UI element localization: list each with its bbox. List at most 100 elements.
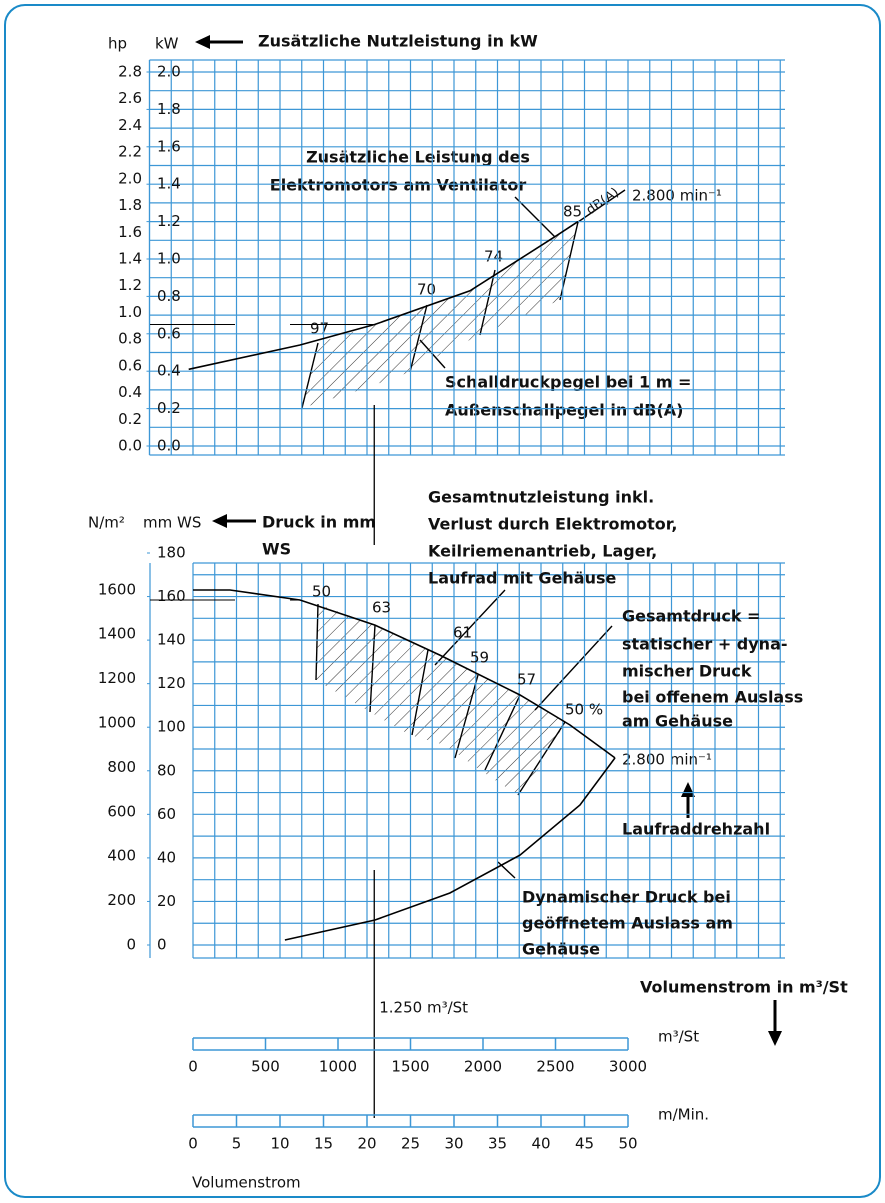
x-title: Volumenstrom in m³/St — [640, 978, 848, 997]
y-tick-label: 0.6 — [157, 324, 181, 342]
sound-level: 70 — [417, 281, 436, 299]
y2-tick-label: 2.8 — [118, 63, 142, 81]
annotation: Elektromotors am Ventilator — [270, 176, 527, 195]
frame — [4, 4, 881, 1198]
bottom-title: Druck in mm — [262, 513, 376, 532]
sound-unit: dB(A) — [584, 185, 622, 218]
y2-tick-label: 0.0 — [118, 437, 142, 455]
y-tick-label: 40 — [157, 848, 176, 866]
y2-tick-label: 0.6 — [118, 356, 142, 374]
hatch-efficiency — [316, 604, 565, 795]
y2-tick-label: 400 — [107, 847, 136, 865]
y-tick-label: 80 — [157, 761, 176, 779]
x-tick-label: 15 — [314, 1135, 333, 1153]
x-tick-label: 2000 — [464, 1058, 502, 1076]
y-tick-label: 1.6 — [157, 137, 181, 155]
y-tick-label: 0 — [157, 936, 167, 954]
y2-tick-label: 600 — [107, 802, 136, 820]
sound-level: 85 — [563, 203, 582, 221]
x-tick-label: 35 — [488, 1135, 507, 1153]
x-tick-label: 25 — [401, 1135, 420, 1153]
scale-unit: m/Min. — [658, 1106, 709, 1124]
y2-tick-label: 1600 — [98, 580, 136, 598]
x-tick-label: 45 — [575, 1135, 594, 1153]
x-tick-label: 3000 — [609, 1058, 647, 1076]
annotation: Zusätzliche Leistung des — [306, 148, 530, 167]
y-tick-label: 100 — [157, 718, 186, 736]
y-tick-label: 1.0 — [157, 250, 181, 268]
y-tick-label: 180 — [157, 544, 186, 562]
annotation: Außenschallpegel in dB(A) — [445, 401, 683, 420]
annotation: Gesamtdruck = — [622, 607, 760, 626]
scale-unit: m³/St — [658, 1028, 699, 1046]
nm2-label: N/m² — [88, 514, 125, 532]
x-tick-label: 40 — [531, 1135, 550, 1153]
hp-label: hp — [108, 35, 127, 53]
annotation: Verlust durch Elektromotor, — [428, 515, 677, 534]
x-tick-label: 2500 — [536, 1058, 574, 1076]
x-tick-label: 1000 — [319, 1058, 357, 1076]
x-tick-label: 30 — [444, 1135, 463, 1153]
x-tick-label: 500 — [251, 1058, 280, 1076]
y-tick-label: 60 — [157, 805, 176, 823]
annotation: Gesamtnutzleistung inkl. — [428, 488, 654, 507]
x-tick-label: 20 — [357, 1135, 376, 1153]
y-tick-label: 1.4 — [157, 175, 181, 193]
y2-tick-label: 200 — [107, 891, 136, 909]
arrows — [195, 35, 782, 1046]
curve — [188, 220, 579, 371]
y-tick-label: 140 — [157, 631, 186, 649]
y2-tick-label: 1.6 — [118, 223, 142, 241]
x-tick-label: 50 — [618, 1135, 637, 1153]
speed-label: 2.800 min⁻¹ — [622, 751, 712, 769]
mmws-label: mm WS — [143, 514, 201, 532]
y2-tick-label: 0.8 — [118, 330, 142, 348]
y2-tick-label: 1.0 — [118, 303, 142, 321]
y2-tick-label: 0.4 — [118, 383, 142, 401]
curve — [284, 757, 616, 941]
y2-tick-label: 2.6 — [118, 89, 142, 107]
x-label: Volumenstrom — [192, 1174, 301, 1192]
x-tick-label: 1500 — [391, 1058, 429, 1076]
y2-tick-label: 2.0 — [118, 169, 142, 187]
annotation: geöffnetem Auslass am — [522, 914, 733, 933]
efficiency-label: 50 — [312, 583, 331, 601]
annotation: bei offenem Auslass — [622, 688, 803, 707]
annotation: Keilriemenantrieb, Lager, — [428, 542, 657, 561]
x-tick-label: 10 — [270, 1135, 289, 1153]
speed-label: 2.800 min⁻¹ — [632, 187, 722, 205]
y-tick-label: 160 — [157, 587, 186, 605]
y2-tick-label: 2.2 — [118, 143, 142, 161]
x-tick-label: 0 — [188, 1135, 198, 1153]
y2-tick-label: 1000 — [98, 714, 136, 732]
top-title: Zusätzliche Nutzleistung in kW — [258, 32, 538, 51]
curve — [193, 589, 616, 759]
efficiency-label: 61 — [453, 624, 472, 642]
efficiency-label: 59 — [470, 649, 489, 667]
y-tick-label: 1.8 — [157, 100, 181, 118]
annotation: Laufraddrehzahl — [622, 820, 770, 839]
x-tick-label: 5 — [232, 1135, 242, 1153]
y2-tick-label: 2.4 — [118, 116, 142, 134]
efficiency-label: 57 — [517, 671, 536, 689]
annotation: Schalldruckpegel bei 1 m = — [445, 373, 691, 392]
x-tick-label: 0 — [188, 1058, 198, 1076]
y2-tick-label: 0.2 — [118, 410, 142, 428]
y2-tick-label: 0 — [126, 936, 136, 954]
y-tick-label: 0.4 — [157, 362, 181, 380]
annotation: am Gehäuse — [622, 712, 733, 731]
y2-tick-label: 1.4 — [118, 250, 142, 268]
kw-label: kW — [155, 35, 179, 53]
bottom-title: WS — [262, 540, 291, 559]
y-tick-label: 120 — [157, 674, 186, 692]
y-tick-label: 2.0 — [157, 63, 181, 81]
annotation: Gehäuse — [522, 940, 600, 959]
annotation: Dynamischer Druck bei — [522, 888, 731, 907]
y-tick-label: 0.0 — [157, 437, 181, 455]
sound-level: 97 — [310, 320, 329, 338]
annotation: statischer + dyna- — [622, 635, 788, 654]
efficiency-label: 50 % — [565, 701, 603, 719]
y-tick-label: 1.2 — [157, 212, 181, 230]
y2-tick-label: 1.2 — [118, 276, 142, 294]
